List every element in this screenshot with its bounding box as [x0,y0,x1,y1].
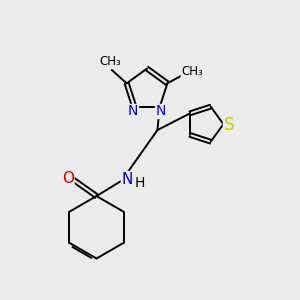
Text: CH₃: CH₃ [100,55,122,68]
Text: O: O [62,171,74,186]
Text: H: H [135,176,146,190]
Text: N: N [122,172,133,187]
Text: CH₃: CH₃ [181,65,203,78]
Text: N: N [156,104,166,118]
Text: S: S [224,116,234,134]
Text: N: N [128,104,138,118]
